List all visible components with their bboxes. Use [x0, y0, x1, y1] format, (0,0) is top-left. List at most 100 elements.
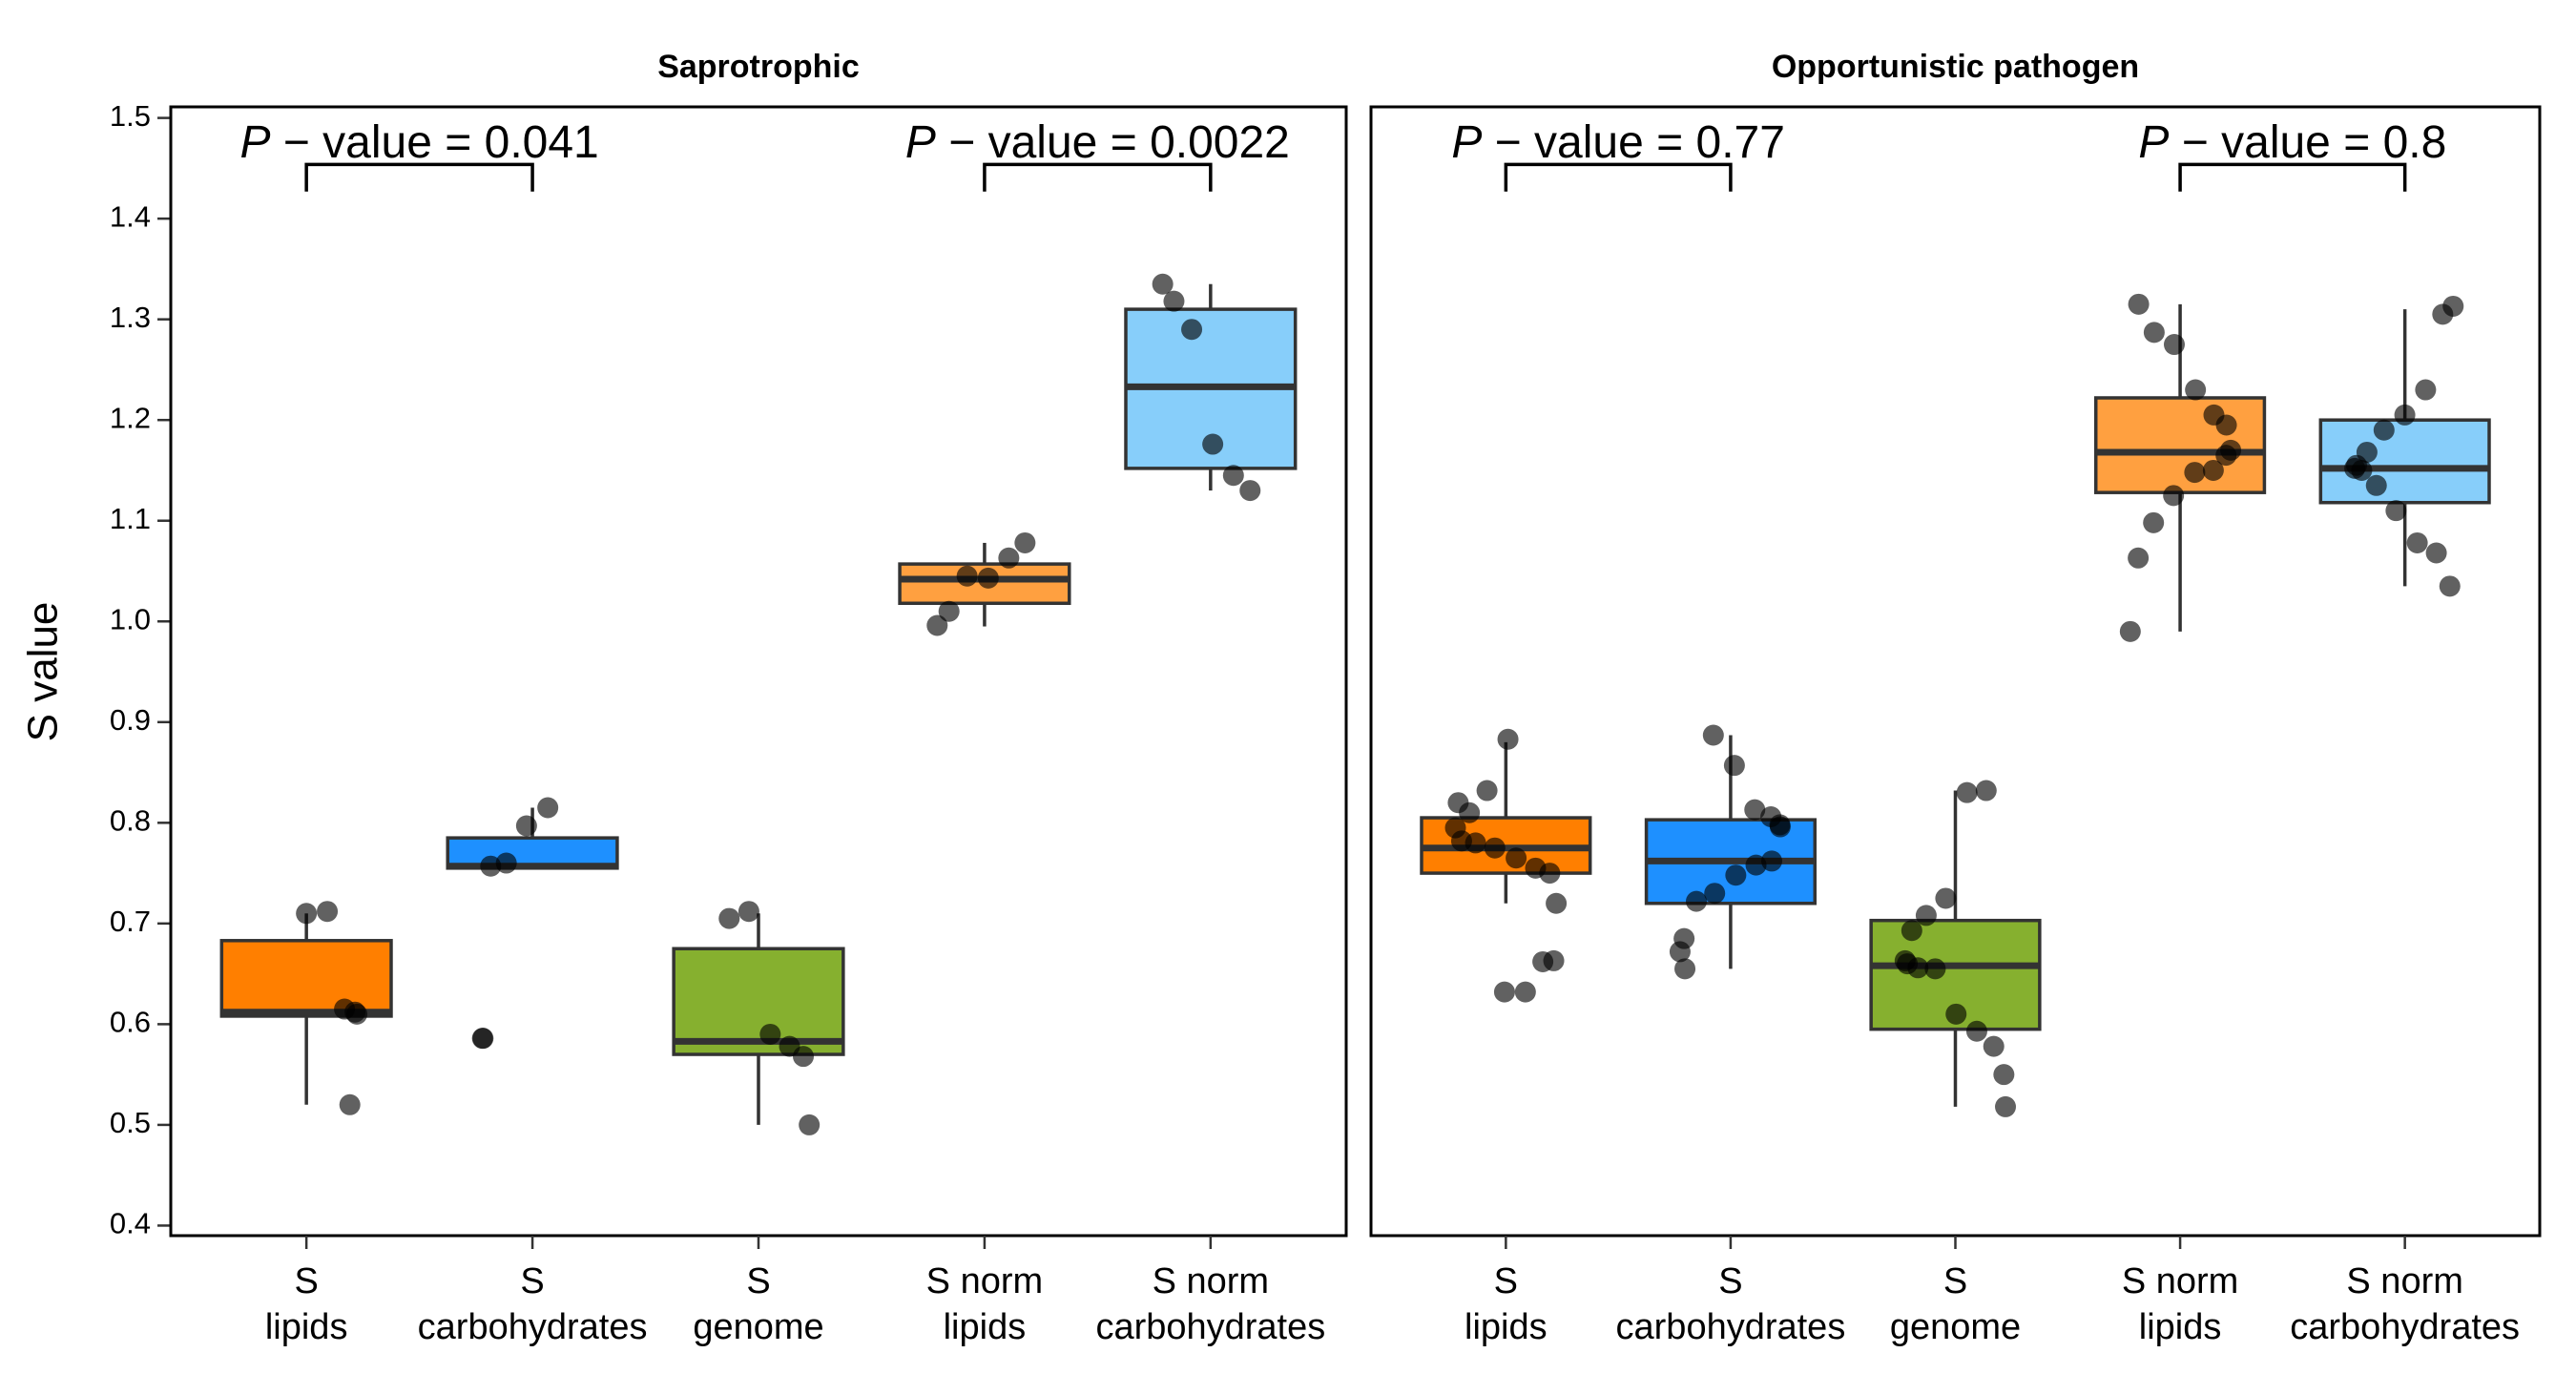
data-point	[1546, 892, 1568, 914]
data-point	[317, 901, 339, 923]
data-point	[793, 1046, 815, 1068]
data-point	[718, 907, 740, 929]
data-point	[1447, 792, 1469, 814]
data-point	[346, 1003, 368, 1025]
data-point	[1745, 854, 1767, 876]
data-point	[1924, 958, 1946, 980]
x-tick-label: S	[1718, 1261, 1742, 1301]
comparison-bracket	[304, 162, 534, 192]
x-tick-label: S	[1494, 1261, 1518, 1301]
x-tick-label: S norm	[1153, 1261, 1269, 1301]
comparison-bracket	[1504, 162, 1733, 192]
data-point	[537, 797, 559, 819]
y-tick-label: 1.5	[110, 99, 151, 133]
data-point	[1497, 728, 1519, 750]
data-point	[1901, 920, 1922, 942]
data-point	[799, 1114, 821, 1135]
data-point	[2119, 620, 2141, 642]
x-tick-label: lipids	[1465, 1307, 1548, 1347]
x-tick-label: lipids	[944, 1307, 1027, 1347]
data-point	[1152, 273, 1174, 295]
y-tick-label: 0.5	[110, 1106, 151, 1139]
data-point	[2415, 379, 2437, 401]
data-point	[1723, 755, 1745, 777]
y-tick-label: 0.7	[110, 905, 151, 938]
data-point	[956, 565, 978, 587]
data-point	[1239, 480, 1261, 502]
data-point	[472, 1028, 494, 1050]
p-value-annotation: P − value = 0.77	[1451, 117, 1785, 168]
data-point	[480, 855, 502, 877]
data-point	[1181, 319, 1203, 341]
data-point	[1945, 1003, 1967, 1025]
data-point	[1704, 883, 1726, 905]
x-tick-label: S	[746, 1261, 770, 1301]
data-point	[1202, 433, 1224, 455]
data-point	[759, 1023, 781, 1045]
data-point	[977, 567, 999, 589]
comparison-bracket	[983, 162, 1213, 192]
data-point	[1725, 864, 1747, 886]
data-point	[1163, 290, 1185, 312]
x-tick-label: carbohydrates	[1095, 1307, 1325, 1347]
data-point	[1993, 1064, 2015, 1086]
data-point	[2128, 547, 2150, 569]
x-tick-label: lipids	[265, 1307, 348, 1347]
data-point	[2163, 485, 2185, 507]
data-point	[1935, 887, 1957, 909]
p-value-annotation: P − value = 0.8	[2138, 117, 2446, 168]
data-point	[1014, 531, 1036, 553]
x-tick-label: S norm	[926, 1261, 1043, 1301]
data-point	[2406, 531, 2428, 553]
p-value-annotation: P − value = 0.041	[239, 117, 598, 168]
x-tick-label: carbohydrates	[1616, 1307, 1846, 1347]
data-point	[1956, 781, 1978, 803]
data-point	[737, 901, 759, 923]
box	[219, 939, 393, 1018]
box	[672, 947, 845, 1056]
data-point	[1769, 816, 1791, 838]
data-point	[1686, 890, 1708, 912]
y-tick-label: 0.4	[110, 1207, 151, 1240]
y-axis-label: S value	[20, 602, 67, 742]
data-point	[2351, 459, 2373, 481]
data-point	[2163, 334, 2185, 356]
data-point	[495, 852, 517, 874]
data-point	[1907, 957, 1929, 979]
data-point	[1539, 863, 1561, 885]
data-point	[2143, 511, 2165, 533]
y-tick-label: 1.4	[110, 199, 151, 233]
data-point	[1975, 780, 1997, 802]
panel-title: Opportunistic pathogen	[1772, 49, 2139, 85]
data-point	[1465, 832, 1486, 854]
data-point	[2185, 379, 2207, 401]
x-tick-label: carbohydrates	[418, 1307, 648, 1347]
data-point	[1915, 905, 1937, 926]
data-point	[998, 547, 1020, 569]
y-tick-label: 0.9	[110, 703, 151, 737]
data-point	[1744, 799, 1766, 821]
x-tick-label: S norm	[2346, 1261, 2462, 1301]
data-point	[296, 903, 318, 925]
data-point	[2215, 445, 2237, 467]
x-tick-label: S	[1943, 1261, 1967, 1301]
data-point	[938, 600, 960, 622]
x-tick-label: lipids	[2139, 1307, 2222, 1347]
data-point	[1506, 847, 1527, 869]
data-point	[1674, 958, 1696, 980]
data-point	[2184, 462, 2206, 484]
y-tick-label: 1.3	[110, 301, 151, 334]
data-point	[1532, 950, 1554, 972]
data-point	[1222, 465, 1244, 487]
data-point	[2439, 575, 2461, 597]
data-point	[2425, 542, 2447, 564]
x-tick-label: genome	[1890, 1307, 2021, 1347]
x-tick-label: S	[294, 1261, 318, 1301]
data-point	[2202, 459, 2224, 481]
y-tick-label: 1.1	[110, 502, 151, 535]
p-value-annotation: P − value = 0.0022	[905, 117, 1290, 168]
x-tick-label: genome	[693, 1307, 823, 1347]
y-tick-label: 0.6	[110, 1006, 151, 1039]
data-point	[1995, 1095, 2017, 1117]
